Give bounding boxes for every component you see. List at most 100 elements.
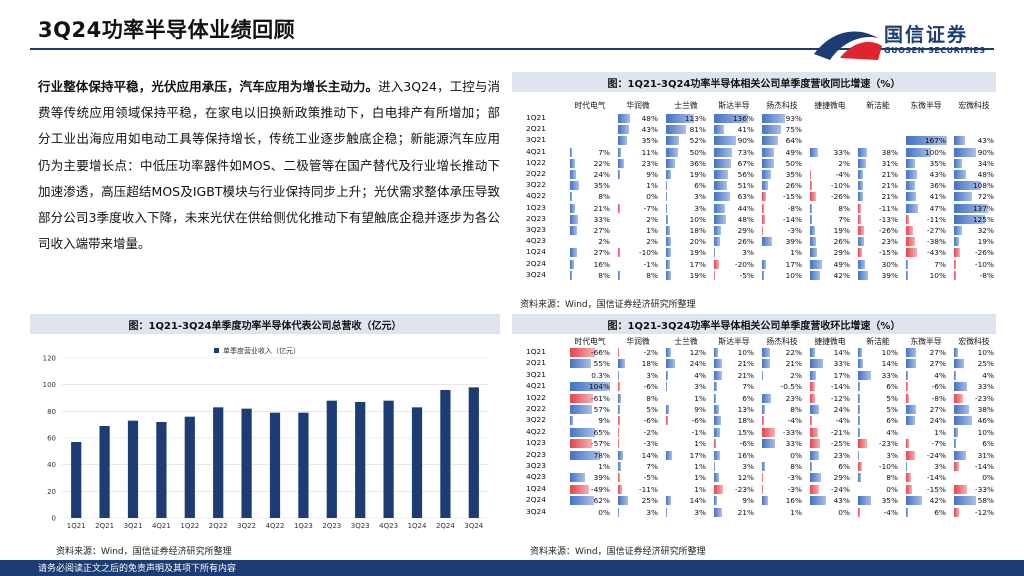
qoq-cell: 8% (762, 405, 804, 414)
qoq-cell: 27% (906, 359, 948, 369)
yoy-cell-value: 41% (737, 125, 754, 135)
yoy-cell: 39% (858, 270, 900, 280)
qoq-cell-bar (570, 439, 592, 449)
yoy-cell-bar (954, 226, 962, 235)
qoq-cell-value: 25% (977, 359, 994, 369)
yoy-cell-value: -3% (787, 226, 802, 235)
yoy-cell: 75% (762, 125, 804, 135)
qoq-cell-bar (810, 359, 823, 369)
yoy-row-label: 4Q23 (526, 236, 546, 246)
qoq-cell-bar (618, 450, 624, 460)
yoy-cell: -11% (906, 214, 948, 224)
yoy-cell: 41% (906, 192, 948, 202)
yoy-cell: -10% (954, 259, 996, 269)
qoq-cell-bar (762, 473, 764, 483)
qoq-cell-bar (570, 382, 610, 392)
qoq-cell-value: 39% (593, 473, 610, 483)
qoq-cell-value: -4% (787, 416, 802, 426)
yoy-cell-bar (954, 203, 988, 213)
yoy-cell-bar (714, 147, 733, 157)
yoy-row-label: 2Q23 (526, 213, 546, 223)
yoy-cell: 23% (618, 158, 660, 168)
yoy-cell-bar (666, 136, 679, 146)
qoq-cell: 1% (666, 439, 708, 449)
yoy-cell-value: -10% (830, 181, 850, 191)
yoy-cell-bar (906, 192, 917, 202)
qoq-cell-bar (954, 416, 972, 426)
qoq-cell: 6% (954, 439, 996, 449)
qoq-cell-bar (618, 370, 620, 380)
chart-source: 资料来源：Wind，国信证券经济研究所整理 (56, 547, 232, 557)
yoy-cell: 19% (666, 270, 708, 280)
yoy-cell: -38% (906, 237, 948, 247)
qoq-cell-bar (714, 348, 718, 357)
yoy-cell-value: 29% (737, 226, 754, 235)
x-tick-label: 1Q23 (294, 522, 313, 530)
yoy-cell-value: 10% (785, 270, 802, 280)
yoy-row-label: 2Q21 (526, 124, 546, 134)
qoq-cell-value: 2% (790, 370, 802, 380)
qoq-cell-value: 57% (593, 405, 610, 414)
yoy-cell-bar (954, 259, 957, 269)
qoq-cell-value: 9% (742, 496, 754, 506)
yoy-cell-value: 1% (646, 226, 658, 235)
qoq-cell-bar (906, 382, 909, 392)
qoq-cell-bar (858, 416, 861, 426)
qoq-cell-value: -11% (638, 484, 658, 494)
yoy-cell: -26% (954, 248, 996, 258)
qoq-cell-value: 24% (833, 405, 850, 414)
qoq-cell-value: 0% (598, 507, 610, 517)
x-tick-label: 2Q21 (95, 522, 114, 530)
yoy-cell-bar (810, 237, 817, 247)
qoq-cell-bar (666, 348, 671, 357)
qoq-cell-bar (618, 359, 625, 369)
qoq-cell-value: 3% (646, 507, 658, 517)
yoy-cell-value: 17% (785, 259, 802, 269)
qoq-cell-bar (954, 462, 960, 471)
yoy-cell-value: -14% (782, 214, 802, 224)
qoq-source: 资料来源：Wind，国信证券经济研究所整理 (530, 547, 706, 557)
qoq-cell-bar (810, 496, 827, 506)
qoq-cell-bar (618, 416, 621, 426)
qoq-cell-value: 7% (646, 462, 658, 471)
qoq-cell-bar (858, 462, 862, 471)
qoq-cell-value: -2% (643, 348, 658, 357)
qoq-cell: -15% (906, 484, 948, 494)
qoq-cell-bar (570, 484, 589, 494)
yoy-cell: 24% (570, 170, 612, 179)
yoy-cell-value: 108% (972, 181, 994, 191)
yoy-cell: -13% (858, 214, 900, 224)
yoy-cell-bar (954, 147, 977, 157)
qoq-cell-bar (858, 370, 871, 380)
qoq-cell-bar (666, 507, 668, 517)
qoq-cell: 16% (762, 496, 804, 506)
yoy-cell: 125% (954, 214, 996, 224)
qoq-cell-value: 21% (737, 359, 754, 369)
qoq-cell-bar (810, 348, 816, 357)
yoy-cell: 72% (954, 192, 996, 202)
qoq-cell-value: -33% (974, 484, 994, 494)
yoy-col-header: 捷捷微电 (814, 101, 846, 110)
yoy-cell: 93% (762, 114, 804, 123)
qoq-cell-value: 4% (934, 370, 946, 380)
yoy-cell-value: -26% (878, 226, 898, 235)
total-revenue-bar-chart: 0 20 40 60 80 100 120 1Q21 2Q21 3Q21 4Q21 1Q22 2Q22 3… (43, 346, 488, 530)
yoy-cell: -4% (810, 170, 852, 179)
yoy-cell: -14% (762, 214, 804, 224)
yoy-cell-bar (762, 170, 771, 179)
qoq-row-label: 2Q23 (526, 449, 546, 459)
yoy-cell-value: 167% (924, 136, 946, 146)
qoq-cell: 78% (570, 450, 612, 460)
qoq-cell-bar (618, 507, 620, 517)
qoq-cell-value: 4% (982, 370, 994, 380)
qoq-cell-value: -6% (739, 439, 754, 449)
qoq-cell-value: -23% (878, 439, 898, 449)
yoy-cell-bar (714, 226, 722, 235)
yoy-cell-value: 125% (972, 214, 994, 224)
qoq-cell-value: 9% (694, 405, 706, 414)
qoq-cell-bar (810, 484, 820, 494)
qoq-cell-value: -6% (931, 382, 946, 392)
yoy-cell-value: 113% (684, 114, 706, 123)
yoy-cell: 38% (858, 147, 900, 157)
yoy-cell: 73% (714, 147, 756, 157)
